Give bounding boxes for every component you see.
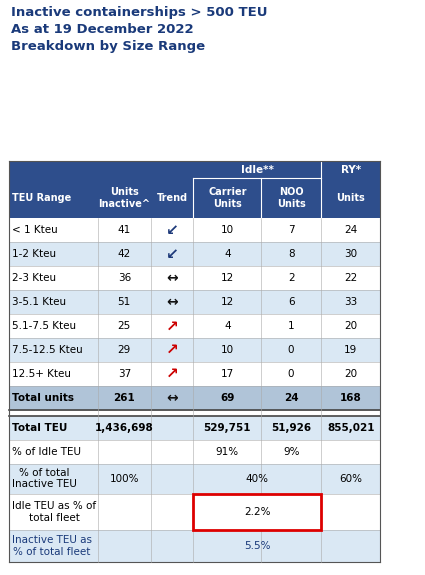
Bar — [8, 314, 380, 338]
Bar — [8, 218, 380, 242]
Bar — [8, 338, 380, 362]
Text: 33: 33 — [344, 297, 357, 307]
Text: 4: 4 — [224, 249, 231, 259]
Text: 30: 30 — [344, 249, 357, 259]
Text: ↙: ↙ — [166, 223, 178, 237]
Text: 12.5+ Kteu: 12.5+ Kteu — [12, 369, 71, 378]
Text: 5.5%: 5.5% — [244, 541, 270, 551]
Bar — [8, 242, 380, 266]
Text: Idle**: Idle** — [241, 164, 274, 175]
Text: 19: 19 — [344, 345, 357, 355]
Text: Units: Units — [336, 193, 365, 203]
Text: Inactive TEU as
% of total fleet: Inactive TEU as % of total fleet — [12, 535, 92, 557]
Text: 10: 10 — [221, 345, 234, 355]
Text: 24: 24 — [284, 393, 298, 402]
Text: 1,436,698: 1,436,698 — [95, 423, 154, 433]
Text: 0: 0 — [288, 369, 295, 378]
Text: 25: 25 — [118, 321, 131, 331]
Text: 22: 22 — [344, 273, 357, 283]
Text: 9%: 9% — [283, 447, 299, 457]
Text: ↗: ↗ — [166, 342, 178, 357]
Text: TEU Range: TEU Range — [12, 193, 71, 203]
Bar — [193, 494, 321, 530]
Text: 20: 20 — [344, 321, 357, 331]
Text: 17: 17 — [221, 369, 234, 378]
Text: 2: 2 — [288, 273, 295, 283]
Text: Carrier
Units: Carrier Units — [208, 187, 246, 209]
Text: 5.1-7.5 Kteu: 5.1-7.5 Kteu — [12, 321, 76, 331]
Text: ↔: ↔ — [166, 390, 178, 405]
Text: 91%: 91% — [216, 447, 239, 457]
Text: 1-2 Kteu: 1-2 Kteu — [12, 249, 56, 259]
Text: 2.2%: 2.2% — [244, 507, 270, 517]
Text: NOO
Units: NOO Units — [277, 187, 306, 209]
Bar — [8, 266, 380, 290]
Text: 2-3 Kteu: 2-3 Kteu — [12, 273, 56, 283]
Text: 6: 6 — [288, 297, 295, 307]
Text: Idle TEU as % of
total fleet: Idle TEU as % of total fleet — [12, 501, 96, 523]
Text: 42: 42 — [118, 249, 131, 259]
Bar — [8, 290, 380, 314]
Text: 1: 1 — [288, 321, 295, 331]
Text: 4: 4 — [224, 321, 231, 331]
Text: 51: 51 — [118, 297, 131, 307]
Text: Units
Inactive^: Units Inactive^ — [98, 187, 150, 209]
Text: 7.5-12.5 Kteu: 7.5-12.5 Kteu — [12, 345, 82, 355]
Text: 0: 0 — [288, 345, 295, 355]
Text: ↗: ↗ — [166, 366, 178, 381]
Text: Inactive containerships > 500 TEU: Inactive containerships > 500 TEU — [11, 6, 267, 19]
Text: 41: 41 — [118, 225, 131, 235]
Bar — [8, 530, 380, 562]
Text: 20: 20 — [344, 369, 357, 378]
Bar — [8, 463, 380, 494]
Bar — [8, 440, 380, 463]
Text: 12: 12 — [221, 273, 234, 283]
Text: 40%: 40% — [246, 474, 269, 484]
Bar — [8, 494, 380, 530]
Text: 37: 37 — [118, 369, 131, 378]
Bar — [8, 416, 380, 440]
Text: 10: 10 — [221, 225, 234, 235]
Text: Trend: Trend — [156, 193, 188, 203]
Text: RY*: RY* — [340, 164, 361, 175]
Text: Breakdown by Size Range: Breakdown by Size Range — [11, 40, 205, 53]
Text: 36: 36 — [118, 273, 131, 283]
Text: 60%: 60% — [339, 474, 362, 484]
Text: 7: 7 — [288, 225, 295, 235]
Text: ↗: ↗ — [166, 319, 178, 333]
Text: 261: 261 — [113, 393, 135, 402]
Text: 3-5.1 Kteu: 3-5.1 Kteu — [12, 297, 66, 307]
Text: Total units: Total units — [12, 393, 74, 402]
Text: As at 19 December 2022: As at 19 December 2022 — [11, 23, 193, 36]
Text: 69: 69 — [220, 393, 235, 402]
Text: < 1 Kteu: < 1 Kteu — [12, 225, 58, 235]
Text: 24: 24 — [344, 225, 357, 235]
Bar — [8, 362, 380, 386]
Text: 168: 168 — [340, 393, 362, 402]
Text: 8: 8 — [288, 249, 295, 259]
Text: ↙: ↙ — [166, 247, 178, 262]
Text: 529,751: 529,751 — [204, 423, 251, 433]
Text: Total TEU: Total TEU — [12, 423, 67, 433]
Text: ↔: ↔ — [166, 295, 178, 309]
Bar — [8, 386, 380, 409]
Text: 29: 29 — [118, 345, 131, 355]
Text: % of Idle TEU: % of Idle TEU — [12, 447, 81, 457]
Text: 12: 12 — [221, 297, 234, 307]
Bar — [8, 161, 380, 218]
Text: 100%: 100% — [110, 474, 139, 484]
Text: ↔: ↔ — [166, 271, 178, 285]
Text: 51,926: 51,926 — [271, 423, 311, 433]
Text: 855,021: 855,021 — [327, 423, 374, 433]
Text: % of total
Inactive TEU: % of total Inactive TEU — [12, 468, 77, 489]
